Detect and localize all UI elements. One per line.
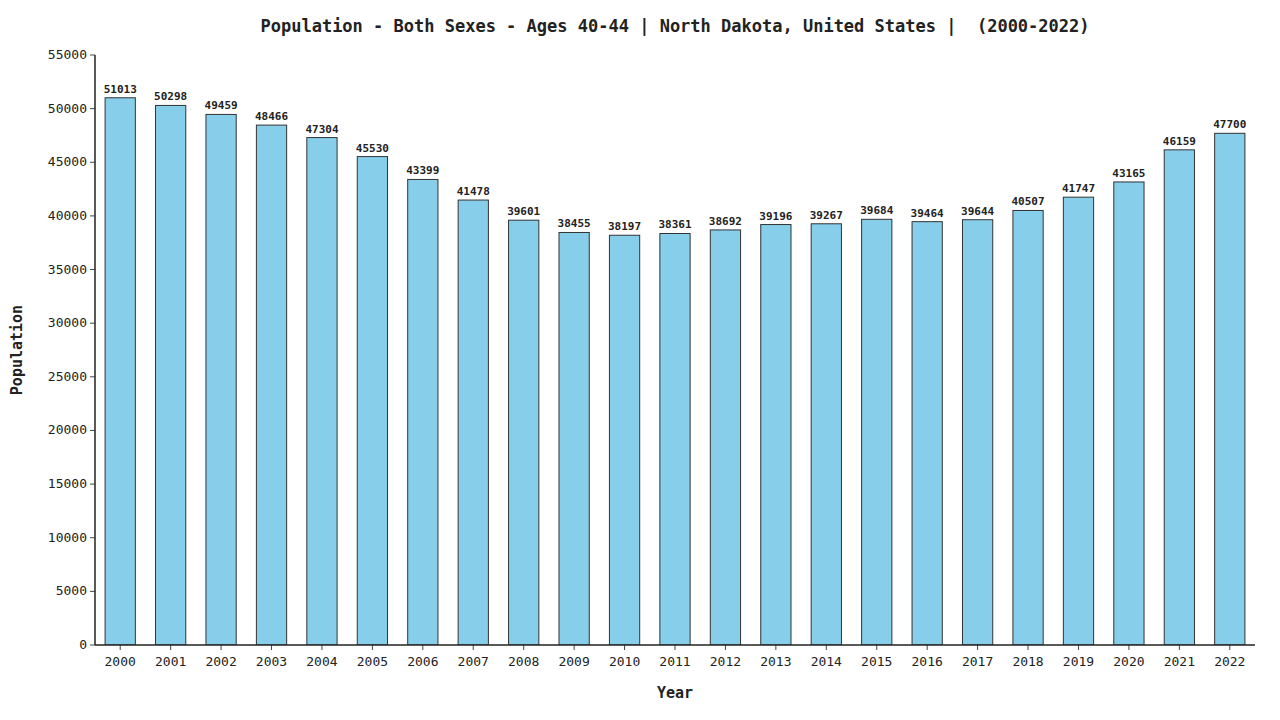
x-tick-label: 2012 [710,654,741,669]
bars [105,98,1245,645]
bar [256,125,286,645]
y-tick-label: 55000 [48,47,87,62]
x-axis: 2000 2001 2002 2003 2004 2005 2006 2007 2008 2009… [105,645,1246,669]
x-axis-line [95,644,1255,646]
data-label: 47304 [305,123,338,136]
y-tick-label: 40000 [48,208,87,223]
x-tick-label: 2018 [1012,654,1043,669]
bar [660,233,690,645]
data-label: 39684 [860,204,893,217]
y-tick-label: 20000 [48,422,87,437]
data-label: 41478 [457,185,490,198]
data-label: 45530 [356,142,389,155]
data-label: 51013 [104,83,137,96]
x-tick-label: 2020 [1113,654,1144,669]
data-label: 38455 [558,217,591,230]
x-tick-label: 2003 [256,654,287,669]
bar [862,219,892,645]
data-label: 47700 [1213,118,1246,131]
x-tick-label: 2014 [811,654,842,669]
x-tick-label: 2002 [205,654,236,669]
x-tick-label: 2008 [508,654,539,669]
x-tick-label: 2010 [609,654,640,669]
x-tick-label: 2011 [659,654,690,669]
y-tick-label: 5000 [56,583,87,598]
y-tick-label: 45000 [48,154,87,169]
y-tick-label: 10000 [48,530,87,545]
bar [408,179,438,645]
y-tick-label: 30000 [48,315,87,330]
bar [761,225,791,645]
data-label: 38361 [658,218,691,231]
bar [710,230,740,645]
bar [1164,150,1194,645]
bar [509,220,539,645]
data-label: 49459 [205,99,238,112]
data-label: 39267 [810,209,843,222]
x-tick-label: 2017 [962,654,993,669]
y-tick-label: 15000 [48,476,87,491]
data-label: 43165 [1112,167,1145,180]
x-tick-label: 2004 [306,654,337,669]
y-axis-label: Population [8,305,26,395]
data-label: 41747 [1062,182,1095,195]
data-label: 43399 [406,164,439,177]
data-label: 48466 [255,110,288,123]
bar [1114,182,1144,645]
bar [1215,133,1245,645]
data-labels: 51013 50298 49459 48466 47304 45530 43399 41478… [104,83,1247,233]
y-tick-label: 35000 [48,262,87,277]
bar [1013,210,1043,645]
data-label: 39601 [507,205,540,218]
x-tick-label: 2016 [912,654,943,669]
x-tick-label: 2000 [105,654,136,669]
y-tick-label: 0 [79,637,87,652]
bar [559,232,589,645]
x-tick-label: 2013 [760,654,791,669]
bar [912,222,942,645]
y-axis: 0 5000 10000 15000 20000 25000 30000 35000 40000… [48,47,95,652]
y-tick-label: 25000 [48,369,87,384]
x-tick-label: 2005 [357,654,388,669]
data-label: 40507 [1011,195,1044,208]
x-tick-label: 2007 [458,654,489,669]
data-label: 50298 [154,90,187,103]
x-axis-label: Year [657,684,693,702]
bar [105,98,135,645]
x-tick-label: 2022 [1214,654,1245,669]
bar [156,105,186,645]
bar [307,138,337,645]
bar [609,235,639,645]
data-label: 39464 [911,207,944,220]
bar [357,157,387,645]
x-tick-label: 2009 [558,654,589,669]
x-tick-label: 2001 [155,654,186,669]
title: Population - Both Sexes - Ages 40-44 | N… [260,16,1089,36]
x-tick-label: 2006 [407,654,438,669]
data-label: 38692 [709,215,742,228]
data-label: 46159 [1163,135,1196,148]
x-tick-label: 2021 [1164,654,1195,669]
y-axis-line [94,55,96,645]
x-tick-label: 2015 [861,654,892,669]
bar [811,224,841,645]
chart: Population - Both Sexes - Ages 40-44 | N… [0,0,1280,720]
x-tick-label: 2019 [1063,654,1094,669]
bar [962,220,992,645]
bar [1063,197,1093,645]
data-label: 38197 [608,220,641,233]
bar [206,114,236,645]
data-label: 39196 [759,210,792,223]
data-label: 39644 [961,205,994,218]
y-tick-label: 50000 [48,101,87,116]
bar [458,200,488,645]
